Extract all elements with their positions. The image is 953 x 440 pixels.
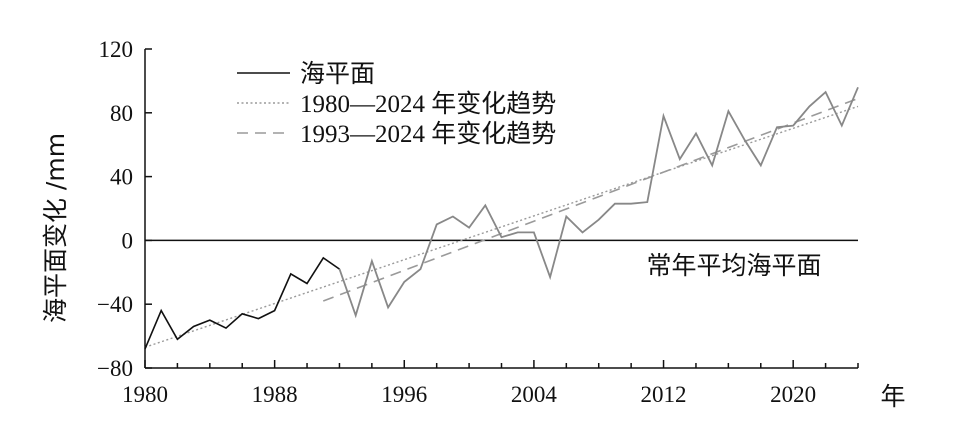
sea-level-line-1993-2024 <box>338 86 859 319</box>
axes: −80 −40 0 40 80 120 1980 1988 1996 2004 2012 2020 <box>97 37 859 407</box>
y-tick-label: 0 <box>122 228 134 253</box>
legend-label: 1993—2024 年变化趋势 <box>300 120 556 148</box>
y-tick-label: 80 <box>110 101 133 126</box>
y-tick-label: 120 <box>99 37 134 62</box>
trend-line-1993-2024 <box>322 97 859 302</box>
trend-line-1980-2024 <box>144 105 859 348</box>
trend-lines <box>144 97 859 348</box>
x-axis-label: 年 <box>880 382 905 411</box>
sea-level-series <box>144 86 859 350</box>
x-tick-label: 1996 <box>381 382 427 407</box>
y-axis-label: 海平面变化 /mm <box>41 133 70 323</box>
x-tick-label: 1980 <box>122 382 168 407</box>
reference-line-label: 常年平均海平面 <box>646 251 821 280</box>
x-tick-label: 2004 <box>511 382 558 407</box>
x-tick-label: 2012 <box>641 382 687 407</box>
y-tick-label: −80 <box>97 356 133 381</box>
y-tick-label: 40 <box>110 165 133 190</box>
x-tick-label: 2020 <box>770 382 816 407</box>
x-tick-label: 1988 <box>252 382 298 407</box>
legend-label: 1980—2024 年变化趋势 <box>300 90 556 118</box>
y-tick-label: −40 <box>97 292 133 317</box>
legend-label: 海平面 <box>300 60 375 88</box>
sea-level-line-1980-1992 <box>144 256 340 350</box>
